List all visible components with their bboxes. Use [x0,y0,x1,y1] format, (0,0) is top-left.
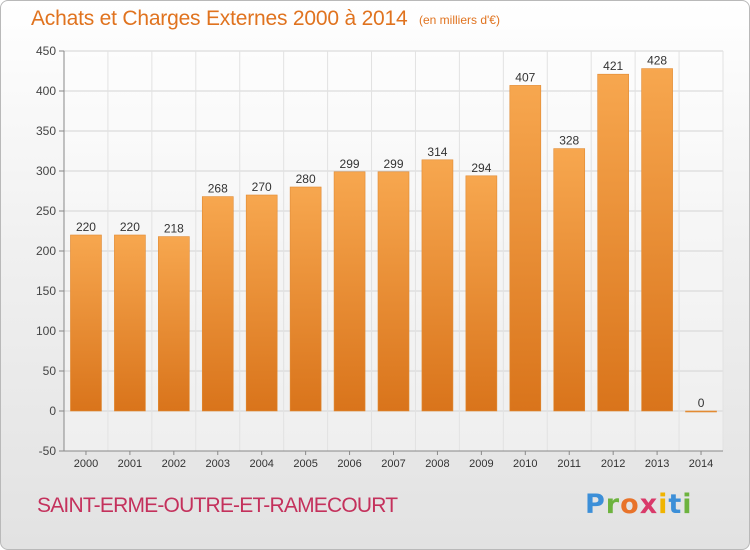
data-label: 428 [647,54,667,68]
logo-letter: i [658,489,669,520]
bar-2011 [553,148,586,412]
logo-letter: P [585,489,606,520]
chart-title: Achats et Charges Externes 2000 à 2014 [31,7,408,30]
bar-2013 [641,68,673,412]
data-label: 407 [515,70,535,84]
bar-2014 [685,410,717,413]
commune-name: SAINT-ERME-OUTRE-ET-RAMECOURT [37,494,398,517]
x-tick-label: 2009 [469,458,493,470]
data-label: 268 [208,182,228,196]
chart-unit: (en milliers d'€) [419,13,500,27]
data-label: 299 [383,157,403,171]
x-tick-label: 2002 [162,458,186,470]
x-tick-label: 2004 [249,458,273,470]
bar-2006 [333,171,366,412]
x-tick-label: 2006 [337,458,361,470]
x-tick-label: 2001 [118,458,142,470]
bar-2002 [158,236,190,412]
data-label: 421 [603,59,623,73]
data-label: 328 [559,134,579,148]
y-tick-label: 150 [36,284,56,298]
x-tick-label: 2003 [206,458,230,470]
y-tick-label: 200 [36,244,56,258]
data-label: 270 [252,180,272,194]
y-tick-label: 400 [36,84,56,98]
x-tick-label: 2007 [381,458,405,470]
x-tick-label: 2008 [425,458,449,470]
bar-2012 [597,73,629,412]
bar-2000 [70,234,102,412]
logo-letter: r [605,489,621,520]
y-tick-label: 250 [36,204,56,218]
data-label: 220 [76,220,96,234]
x-tick-label: 2014 [689,458,713,470]
logo-letter: i [682,489,693,520]
y-tick-label: 50 [43,364,57,378]
bar-2009 [465,175,498,412]
bar-2008 [421,159,454,412]
y-tick-label: 300 [36,164,56,178]
y-tick-label: -50 [39,444,57,458]
bar-2005 [289,186,322,412]
data-label: 299 [340,157,360,171]
proxiti-logo[interactable]: Proxiti [585,489,693,520]
data-label: 280 [296,172,316,186]
x-tick-label: 2000 [74,458,98,470]
bar-2010 [509,85,542,412]
x-tick-label: 2013 [645,458,669,470]
y-tick-label: 450 [36,44,56,58]
x-tick-label: 2011 [557,458,581,470]
y-tick-label: 350 [36,124,56,138]
logo-letter: t [668,489,683,520]
y-tick-label: 100 [36,324,56,338]
bar-2007 [377,171,410,412]
logo-letter: x [639,489,659,520]
bar-2004 [245,194,278,412]
y-tick-label: 0 [49,404,56,418]
x-tick-label: 2010 [513,458,537,470]
data-label: 218 [164,222,184,236]
data-label: 220 [120,220,140,234]
logo-letter: o [620,489,640,520]
data-label: 294 [471,161,491,175]
bar-2001 [114,234,146,412]
x-tick-label: 2005 [293,458,317,470]
bar-2003 [201,196,234,412]
data-label: 314 [427,145,447,159]
data-label: 0 [698,396,705,410]
x-tick-label: 2012 [601,458,625,470]
